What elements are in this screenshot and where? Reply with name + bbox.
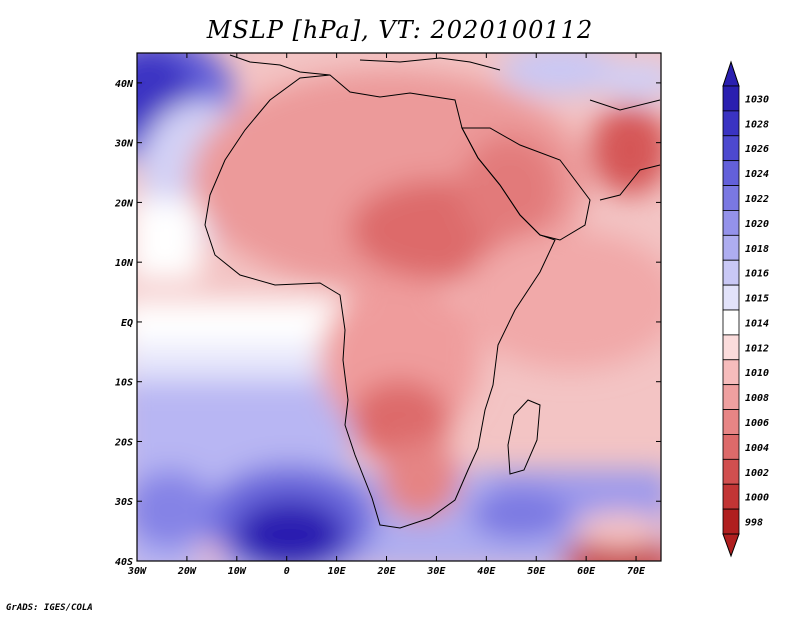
axis-ticks: 30W 20W 10W 0 10E 20E 30E 40E 50E 60E 70E 40N 30N 20N… [114, 53, 661, 577]
y-tick-label: 10S [115, 378, 133, 389]
colorbar-label: 1030 [745, 94, 769, 105]
colorbar-swatch [722, 110, 740, 137]
colorbar-label: 1016 [745, 269, 769, 280]
colorbar-label: 998 [745, 518, 763, 529]
south-atlantic-high [235, 500, 345, 561]
iberia-europe-coast [229, 54, 501, 76]
colorbar-swatch [722, 483, 740, 510]
colorbar-swatch [722, 359, 740, 386]
colorbar: 1030 1028 1026 1024 1022 1020 1018 1016 1015 1014… [722, 60, 769, 558]
colorbar-swatch [722, 234, 740, 261]
colorbar-swatch [722, 409, 740, 435]
x-tick-label: 20E [376, 566, 396, 577]
colorbar-label: 1002 [745, 468, 769, 479]
colorbar-label: 1026 [745, 144, 769, 155]
colorbar-swatch [722, 210, 740, 236]
colorbar-swatch [722, 384, 740, 410]
colorbar-label: 1014 [745, 318, 769, 329]
y-tick-label: 10N [115, 258, 134, 269]
pressure-field [137, 53, 661, 561]
indian-ocean-high [470, 490, 570, 540]
x-tick-label: 40E [477, 566, 496, 577]
colorbar-swatch [722, 85, 740, 112]
colorbar-label: 1000 [745, 493, 769, 504]
y-tick-label: 20S [114, 437, 133, 448]
colorbar-swatch [722, 135, 740, 162]
colorbar-swatch [722, 334, 740, 361]
colorbar-label: 1022 [745, 194, 769, 205]
colorbar-label: 1006 [745, 418, 769, 429]
colorbar-swatch [722, 434, 740, 460]
x-tick-label: 10W [228, 566, 247, 577]
x-tick-label: 60E [577, 566, 596, 577]
x-tick-label: 30E [426, 566, 446, 577]
colorbar-swatch [722, 508, 740, 535]
colorbar-label: 1015 [745, 294, 769, 305]
plot-frame [136, 52, 662, 562]
map-title: MSLP [hPa], VT: 2020100112 [206, 16, 594, 44]
x-tick-label: 50E [527, 566, 546, 577]
colorbar-label: 1010 [745, 368, 769, 379]
colorbar-label: 1028 [745, 119, 769, 130]
colorbar-label: 1012 [745, 343, 769, 354]
y-tick-label: 30N [114, 139, 134, 150]
colorbar-swatch [722, 185, 740, 211]
y-tick-label: EQ [121, 318, 133, 329]
arabia-coast [461, 127, 591, 241]
y-tick-label: 40N [115, 79, 134, 90]
footer-credit: GrADS: IGES/COLA [6, 603, 93, 613]
x-tick-label: 70E [627, 566, 646, 577]
madagascar-coast [507, 399, 541, 475]
x-tick-label: 20W [177, 566, 197, 577]
colorbar-top-arrow [722, 60, 740, 87]
x-tick-label: 0 [284, 566, 290, 577]
y-tick-label: 20N [114, 198, 134, 209]
colorbar-label: 1004 [745, 443, 769, 454]
colorbar-swatch [722, 284, 740, 311]
x-tick-label: 10E [328, 566, 347, 577]
y-tick-label: 30S [114, 497, 133, 508]
colorbar-label: 1008 [745, 393, 769, 404]
colorbar-swatch [722, 259, 740, 286]
colorbar-swatch [722, 309, 740, 336]
y-tick-label: 40S [115, 557, 133, 568]
colorbar-label: 1024 [745, 169, 769, 180]
colorbar-bottom-arrow [722, 533, 740, 558]
colorbar-label: 1020 [745, 219, 769, 230]
coastlines [204, 54, 661, 529]
colorbar-swatch [722, 458, 740, 485]
colorbar-label: 1018 [745, 244, 769, 255]
x-tick-label: 30W [127, 566, 147, 577]
colorbar-swatch [722, 160, 740, 186]
asia-coast [589, 99, 661, 201]
